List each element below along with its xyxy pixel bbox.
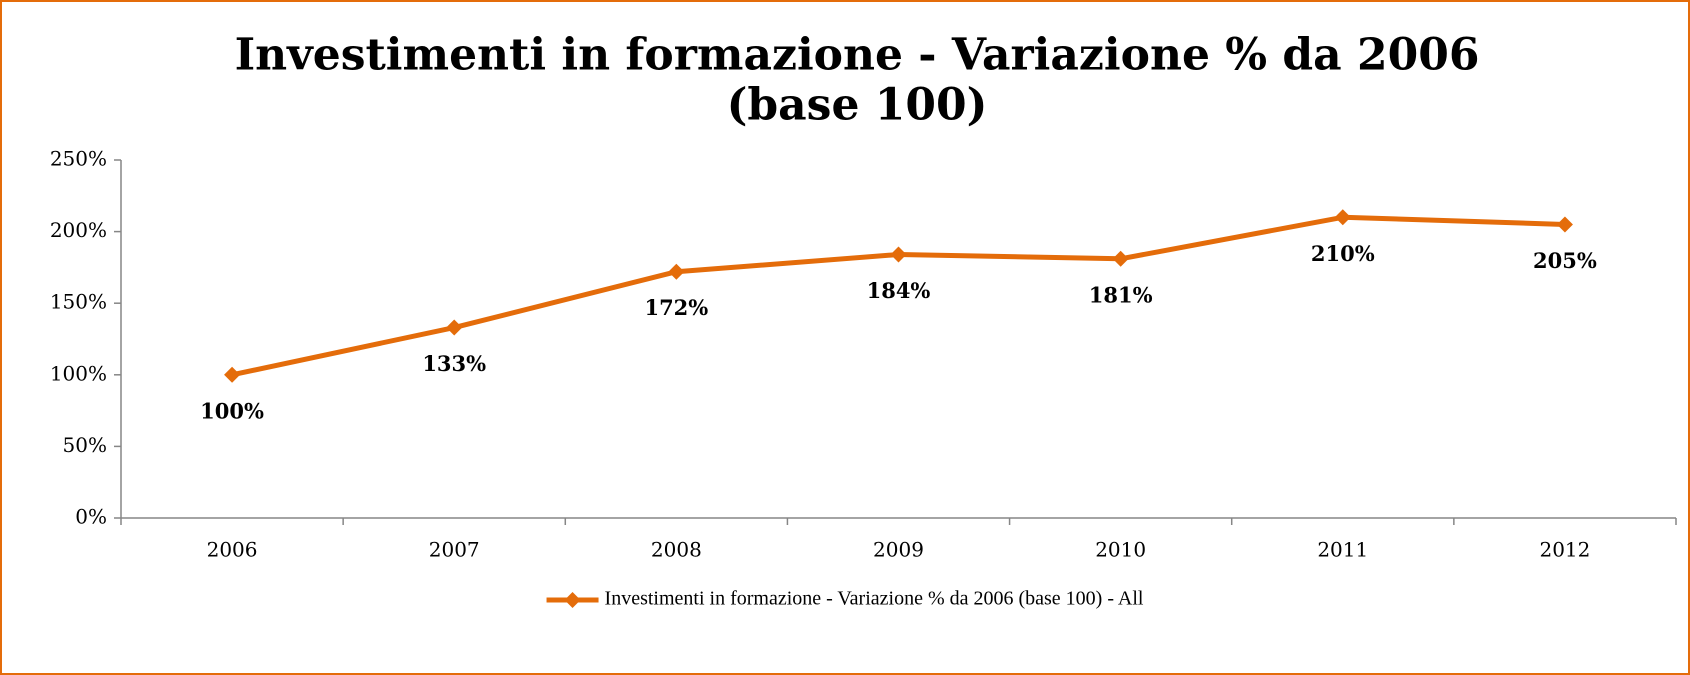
data-label: 210% bbox=[1311, 241, 1375, 266]
legend-swatch bbox=[564, 592, 581, 608]
x-tick-label: 2009 bbox=[873, 538, 924, 562]
marker bbox=[668, 263, 685, 280]
marker bbox=[1556, 216, 1573, 233]
x-tick-label: 2010 bbox=[1095, 538, 1146, 562]
chart-title: (base 100) bbox=[727, 80, 988, 131]
marker bbox=[446, 319, 463, 336]
data-label: 100% bbox=[200, 398, 264, 423]
y-tick-label: 250% bbox=[50, 147, 107, 171]
marker bbox=[1112, 250, 1129, 267]
x-tick-label: 2011 bbox=[1317, 538, 1368, 562]
chart-title: Investimenti in formazione - Variazione … bbox=[235, 30, 1480, 81]
data-label: 181% bbox=[1089, 282, 1153, 307]
data-label: 205% bbox=[1533, 248, 1597, 273]
legend-label: Investimenti in formazione - Variazione … bbox=[605, 588, 1144, 610]
data-label: 184% bbox=[867, 278, 931, 303]
y-tick-label: 50% bbox=[63, 433, 107, 457]
marker bbox=[890, 246, 907, 263]
y-tick-label: 100% bbox=[50, 361, 107, 385]
y-tick-label: 0% bbox=[75, 505, 107, 529]
y-tick-label: 200% bbox=[50, 218, 107, 242]
x-tick-label: 2008 bbox=[651, 538, 702, 562]
data-label: 133% bbox=[422, 351, 486, 376]
marker bbox=[224, 366, 241, 383]
data-label: 172% bbox=[644, 295, 708, 320]
x-tick-label: 2007 bbox=[429, 538, 480, 562]
y-tick-label: 150% bbox=[50, 290, 107, 314]
x-tick-label: 2012 bbox=[1539, 538, 1590, 562]
marker bbox=[1334, 209, 1351, 226]
x-tick-label: 2006 bbox=[207, 538, 258, 562]
